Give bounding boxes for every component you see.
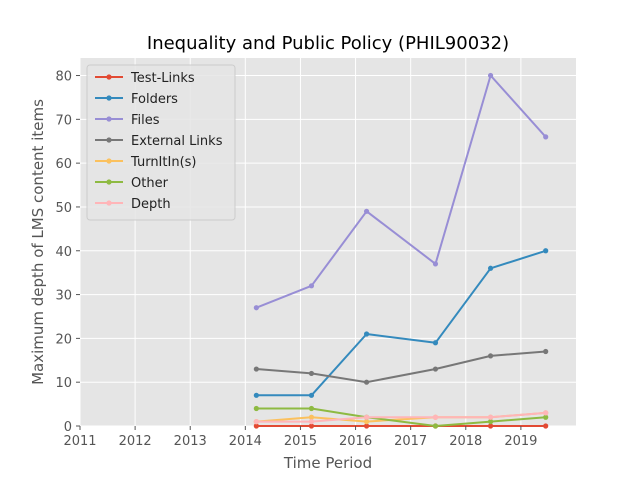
data-point-test-links bbox=[487, 423, 494, 429]
series-files bbox=[253, 72, 549, 311]
x-tick-label: 2013 bbox=[174, 434, 207, 449]
x-tick-label: 2016 bbox=[339, 434, 372, 449]
series-folders bbox=[253, 248, 549, 398]
data-point-test-links bbox=[543, 423, 549, 429]
series-line-files bbox=[256, 74, 547, 309]
legend-label: Other bbox=[131, 176, 169, 191]
data-point-files bbox=[432, 261, 439, 267]
y-tick-label: 40 bbox=[55, 245, 72, 260]
legend-marker bbox=[106, 200, 112, 206]
data-point-other bbox=[487, 419, 494, 425]
y-tick-label: 0 bbox=[64, 420, 72, 435]
y-tick-label: 10 bbox=[55, 376, 72, 391]
data-point-depth bbox=[363, 414, 370, 420]
data-point-turnitin-s bbox=[363, 419, 370, 425]
legend-label: Files bbox=[131, 113, 160, 128]
legend-item-other: Other bbox=[95, 176, 169, 191]
data-point-external-links bbox=[432, 366, 439, 372]
data-point-files bbox=[363, 208, 370, 214]
x-tick-label: 2018 bbox=[449, 434, 482, 449]
y-tick-label: 30 bbox=[55, 289, 72, 304]
legend-label: Depth bbox=[131, 197, 171, 212]
legend-marker bbox=[106, 74, 112, 80]
data-point-external-links bbox=[363, 379, 370, 385]
x-tick-label: 2011 bbox=[63, 434, 96, 449]
legend-label: Folders bbox=[131, 92, 178, 107]
data-point-files bbox=[308, 283, 315, 289]
x-tick-label: 2015 bbox=[284, 434, 317, 449]
data-point-other bbox=[543, 414, 549, 420]
data-point-test-links bbox=[363, 423, 370, 429]
data-point-folders bbox=[253, 392, 259, 398]
legend-item-folders: Folders bbox=[95, 92, 178, 107]
x-tick-label: 2012 bbox=[119, 434, 152, 449]
legend-marker bbox=[106, 116, 112, 122]
data-point-depth bbox=[543, 410, 549, 416]
data-point-folders bbox=[432, 340, 439, 346]
data-point-depth bbox=[487, 414, 494, 420]
legend: Test-Links Folders Files External Links Turn… bbox=[86, 64, 236, 221]
data-point-folders bbox=[487, 265, 494, 271]
data-point-external-links bbox=[487, 353, 494, 359]
data-point-depth bbox=[308, 419, 315, 425]
data-point-external-links bbox=[253, 366, 259, 372]
series-external-links bbox=[253, 348, 549, 385]
legend-marker bbox=[106, 137, 112, 143]
series-line-folders bbox=[256, 249, 547, 397]
series-line-depth bbox=[256, 411, 546, 423]
y-tick-label: 70 bbox=[55, 113, 72, 128]
series-depth bbox=[253, 410, 549, 425]
legend-marker bbox=[106, 95, 112, 101]
y-tick-label: 80 bbox=[55, 70, 72, 85]
data-point-test-links bbox=[253, 423, 259, 429]
data-point-external-links bbox=[543, 348, 549, 355]
x-tick-label: 2014 bbox=[229, 434, 262, 449]
grid bbox=[79, 58, 576, 427]
chart-title: Inequality and Public Policy (PHIL90032) bbox=[147, 33, 509, 54]
legend-label: Test-Links bbox=[130, 71, 195, 86]
y-tick-label: 50 bbox=[55, 201, 72, 216]
data-point-folders bbox=[308, 392, 315, 398]
data-point-depth bbox=[253, 419, 259, 425]
data-point-folders bbox=[363, 331, 370, 337]
legend-item-test-links: Test-Links bbox=[95, 71, 195, 86]
legend-box bbox=[86, 64, 236, 221]
data-point-other bbox=[432, 423, 439, 429]
series-layer bbox=[253, 72, 549, 429]
legend-marker bbox=[106, 158, 112, 164]
data-point-test-links bbox=[308, 423, 315, 429]
data-point-files bbox=[487, 72, 494, 79]
x-axis-label: Time Period bbox=[283, 454, 372, 472]
data-point-depth bbox=[432, 414, 439, 420]
legend-marker bbox=[106, 179, 112, 185]
legend-item-files: Files bbox=[95, 113, 160, 128]
legend-label: External Links bbox=[131, 134, 223, 149]
legend-item-turnitin-s: TurnItIn(s) bbox=[95, 155, 196, 170]
legend-item-external-links: External Links bbox=[95, 134, 223, 149]
y-axis-label: Maximum depth of LMS content items bbox=[29, 99, 47, 385]
series-line-other bbox=[256, 407, 546, 427]
x-tick-label: 2019 bbox=[504, 434, 537, 449]
data-point-folders bbox=[543, 248, 549, 254]
y-tick-label: 20 bbox=[55, 332, 72, 347]
data-point-other bbox=[253, 405, 259, 412]
data-point-external-links bbox=[308, 370, 315, 377]
data-point-other bbox=[308, 405, 315, 412]
data-point-files bbox=[543, 134, 549, 140]
y-tick-label: 60 bbox=[55, 157, 72, 172]
x-tick-label: 2017 bbox=[394, 434, 427, 449]
series-line-external-links bbox=[256, 350, 546, 384]
legend-label: TurnItIn(s) bbox=[130, 155, 196, 170]
data-point-files bbox=[253, 305, 259, 311]
axis-ticks: 2011 2012 2013 2014 2015 2016 2017 2018 2019 0 10 2… bbox=[55, 70, 537, 449]
legend-item-depth: Depth bbox=[95, 197, 171, 212]
data-point-turnitin-s bbox=[308, 414, 315, 420]
